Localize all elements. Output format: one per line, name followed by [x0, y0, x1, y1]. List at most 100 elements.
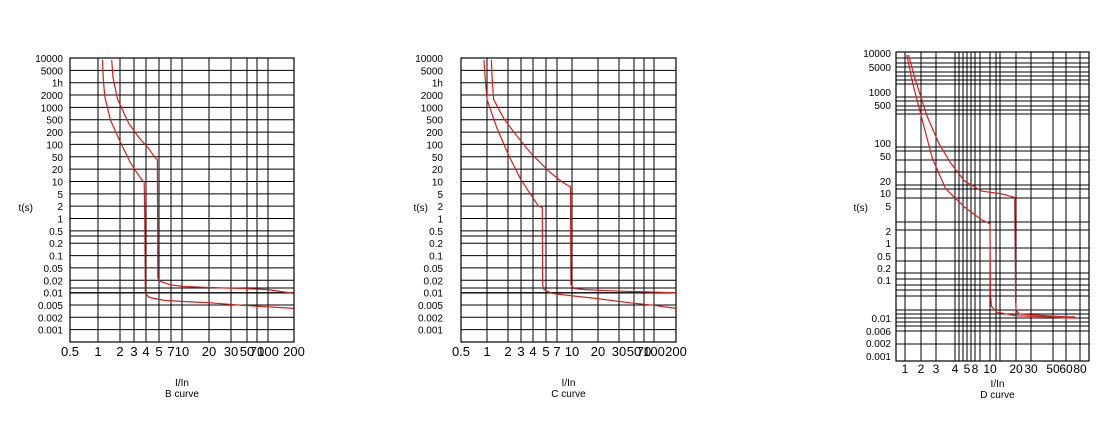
x-tick-label: 2 [504, 344, 511, 359]
x-tick-label: 3 [517, 344, 524, 359]
x-tick-label: 200 [665, 344, 687, 359]
grid-lines [69, 57, 295, 343]
x-tick-label: 7 [553, 344, 560, 359]
y-tick-label: 0.005 [38, 301, 63, 312]
x-axis-label: I/In [991, 379, 1005, 390]
x-tick-label: 2 [116, 344, 123, 359]
y-tick-label: 5 [885, 202, 891, 213]
y-axis-label: t(s) [19, 203, 33, 214]
y-tick-label: 5 [437, 190, 443, 201]
y-tick-label: 500 [426, 116, 443, 127]
x-tick-label: 0.5 [452, 344, 470, 359]
y-tick-label: 0.05 [44, 264, 64, 275]
y-tick-label: 5000 [869, 63, 892, 74]
y-tick-label: 0.1 [429, 252, 443, 263]
x-tick-label: 20 [591, 344, 605, 359]
y-tick-label: 0.006 [866, 327, 891, 338]
y-tick-label: 2 [885, 227, 891, 238]
y-tick-label: 0.001 [866, 352, 891, 363]
y-tick-label: 500 [46, 116, 63, 127]
x-tick-label: 80 [1073, 362, 1087, 376]
x-tick-label: 100 [643, 344, 665, 359]
y-tick-label: 1h [432, 79, 443, 90]
y-tick-label: 100 [874, 139, 891, 150]
y-tick-label: 2 [57, 202, 63, 213]
y-tick-label: 50 [432, 153, 444, 164]
chart-subtitle: B curve [165, 389, 199, 400]
x-tick-label: 3 [130, 344, 137, 359]
x-tick-label: 10 [983, 362, 997, 376]
y-tick-label: 0.2 [429, 239, 443, 250]
y-tick-label: 0.002 [418, 313, 443, 324]
x-tick-label: 30 [612, 344, 626, 359]
x-tick-label: 20 [1009, 362, 1023, 376]
x-tick-label: 0.5 [61, 344, 79, 359]
y-tick-label: 20 [52, 165, 64, 176]
y-tick-label: 0.5 [429, 227, 443, 238]
y-tick-label: 0.001 [418, 326, 443, 337]
y-tick-label: 1000 [869, 88, 892, 99]
y-tick-label: 0.5 [49, 227, 63, 238]
trip-curve-lower [906, 54, 1075, 319]
y-tick-label: 0.002 [38, 313, 63, 324]
y-tick-label: 20 [880, 177, 892, 188]
y-tick-label: 0.01 [424, 289, 444, 300]
x-tick-label: 5 [964, 362, 971, 376]
x-tick-label: 1 [483, 344, 490, 359]
x-tick-label: 5 [542, 344, 549, 359]
y-tick-label: 200 [46, 128, 63, 139]
y-tick-label: 1000 [421, 103, 444, 114]
y-tick-label: 0.01 [872, 314, 892, 325]
y-tick-label: 20 [432, 165, 444, 176]
y-tick-label: 0.02 [424, 276, 444, 287]
y-tick-label: 10000 [863, 49, 891, 60]
y-tick-label: 1 [437, 215, 443, 226]
x-tick-label: 4 [142, 344, 149, 359]
y-tick-label: 0.2 [49, 239, 63, 250]
y-tick-label: 50 [880, 152, 892, 163]
x-tick-label: 30 [1024, 362, 1038, 376]
y-tick-label: 500 [874, 101, 891, 112]
y-tick-label: 1 [57, 215, 63, 226]
x-tick-label: 2 [918, 362, 925, 376]
x-tick-label: 3 [933, 362, 940, 376]
y-tick-label: 0.2 [877, 264, 891, 275]
y-tick-label: 0.5 [877, 252, 891, 263]
x-tick-label: 50 [240, 344, 254, 359]
trip-curve-upper [907, 54, 1075, 318]
y-tick-label: 1h [52, 79, 63, 90]
y-tick-label: 1000 [41, 103, 64, 114]
y-tick-label: 2000 [421, 91, 444, 102]
x-tick-label: 4 [952, 362, 959, 376]
x-tick-label: 7 [167, 344, 174, 359]
x-tick-label: 5 [155, 344, 162, 359]
grid-lines [896, 52, 1089, 361]
y-tick-label: 10000 [415, 54, 443, 65]
y-tick-label: 200 [426, 128, 443, 139]
x-tick-label: 70 [250, 344, 264, 359]
y-tick-label: 0.1 [877, 276, 891, 287]
plot-frame [69, 57, 295, 343]
y-tick-label: 2 [437, 202, 443, 213]
x-tick-label: 1 [902, 362, 909, 376]
x-tick-label: 100 [257, 344, 279, 359]
y-tick-label: 100 [426, 140, 443, 151]
y-tick-label: 5000 [421, 66, 444, 77]
x-tick-label: 50 [627, 344, 641, 359]
trip-curve-lower [101, 59, 294, 309]
chart-subtitle: D curve [980, 390, 1015, 401]
y-tick-label: 50 [52, 153, 64, 164]
x-tick-label: 60 [1059, 362, 1073, 376]
plot-frame [460, 57, 677, 343]
y-tick-label: 2000 [41, 91, 64, 102]
x-tick-label: 10 [175, 344, 189, 359]
x-tick-label: 1 [94, 344, 101, 359]
y-tick-label: 0.02 [44, 276, 64, 287]
chart-panel-d-curve: 10000500010005001005020105210.50.20.10.0… [854, 49, 1090, 401]
y-axis-label: t(s) [414, 203, 428, 214]
y-tick-label: 0.1 [49, 252, 63, 263]
x-tick-label: 4 [529, 344, 536, 359]
y-tick-label: 10 [880, 189, 892, 200]
y-tick-label: 0.005 [418, 301, 443, 312]
